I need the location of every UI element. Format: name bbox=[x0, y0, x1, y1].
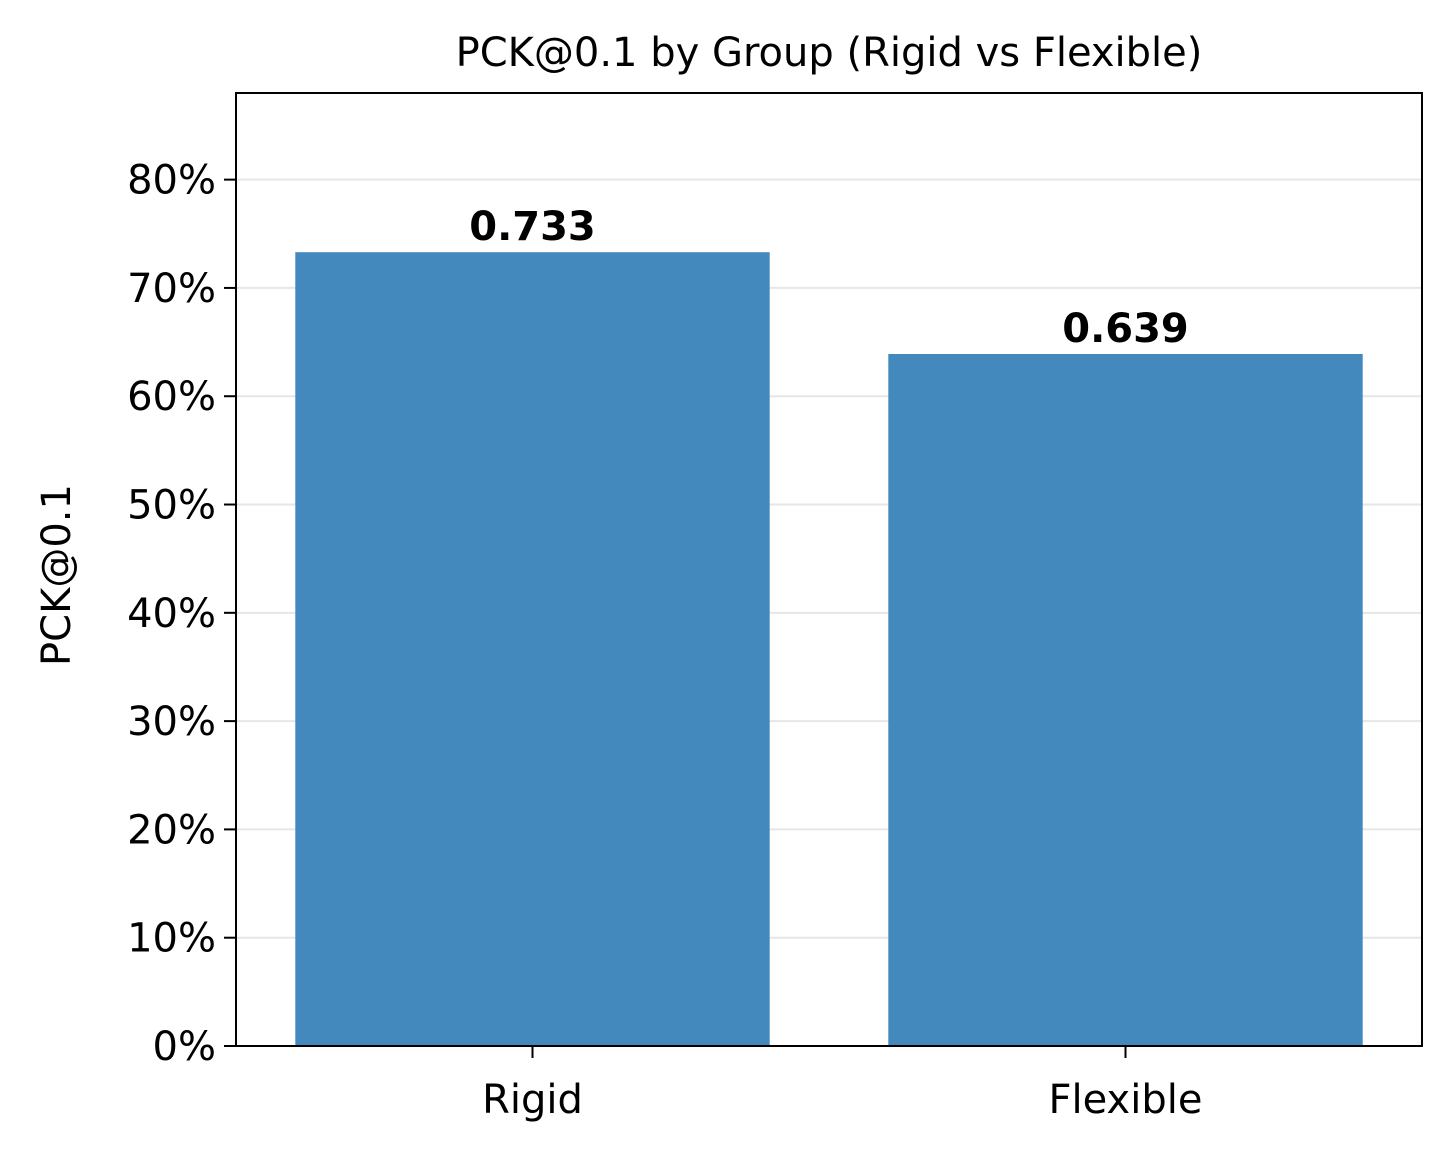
bar-flexible bbox=[888, 353, 1363, 1046]
y-tick-label: 0% bbox=[153, 1024, 216, 1070]
y-tick-label: 80% bbox=[127, 158, 216, 204]
plot-frame bbox=[235, 92, 1423, 1047]
y-tick-label: 70% bbox=[127, 266, 216, 312]
y-tick-label: 10% bbox=[127, 916, 216, 962]
x-tick-label: Rigid bbox=[482, 1077, 583, 1123]
data-label: 0.733 bbox=[469, 204, 596, 250]
y-tick-label: 30% bbox=[127, 699, 216, 745]
bar-rigid bbox=[295, 252, 770, 1046]
y-tick-label: 50% bbox=[127, 483, 216, 529]
y-tick-label: 20% bbox=[127, 807, 216, 853]
y-tick-label: 40% bbox=[127, 591, 216, 637]
data-labels: 0.733 0.639 bbox=[469, 204, 1189, 352]
bars bbox=[295, 252, 1363, 1046]
chart-title: PCK@0.1 by Group (Rigid vs Flexible) bbox=[456, 30, 1203, 76]
y-tick-label: 60% bbox=[127, 374, 216, 420]
y-axis-label: PCK@0.1 bbox=[34, 484, 80, 666]
y-axis-ticks: 0% 10% 20% 30% 40% 50% 60% 70% 80% bbox=[127, 158, 236, 1070]
data-label: 0.639 bbox=[1062, 306, 1189, 352]
x-axis-ticks: Rigid Flexible bbox=[482, 1046, 1202, 1123]
x-tick-label: Flexible bbox=[1049, 1077, 1203, 1123]
